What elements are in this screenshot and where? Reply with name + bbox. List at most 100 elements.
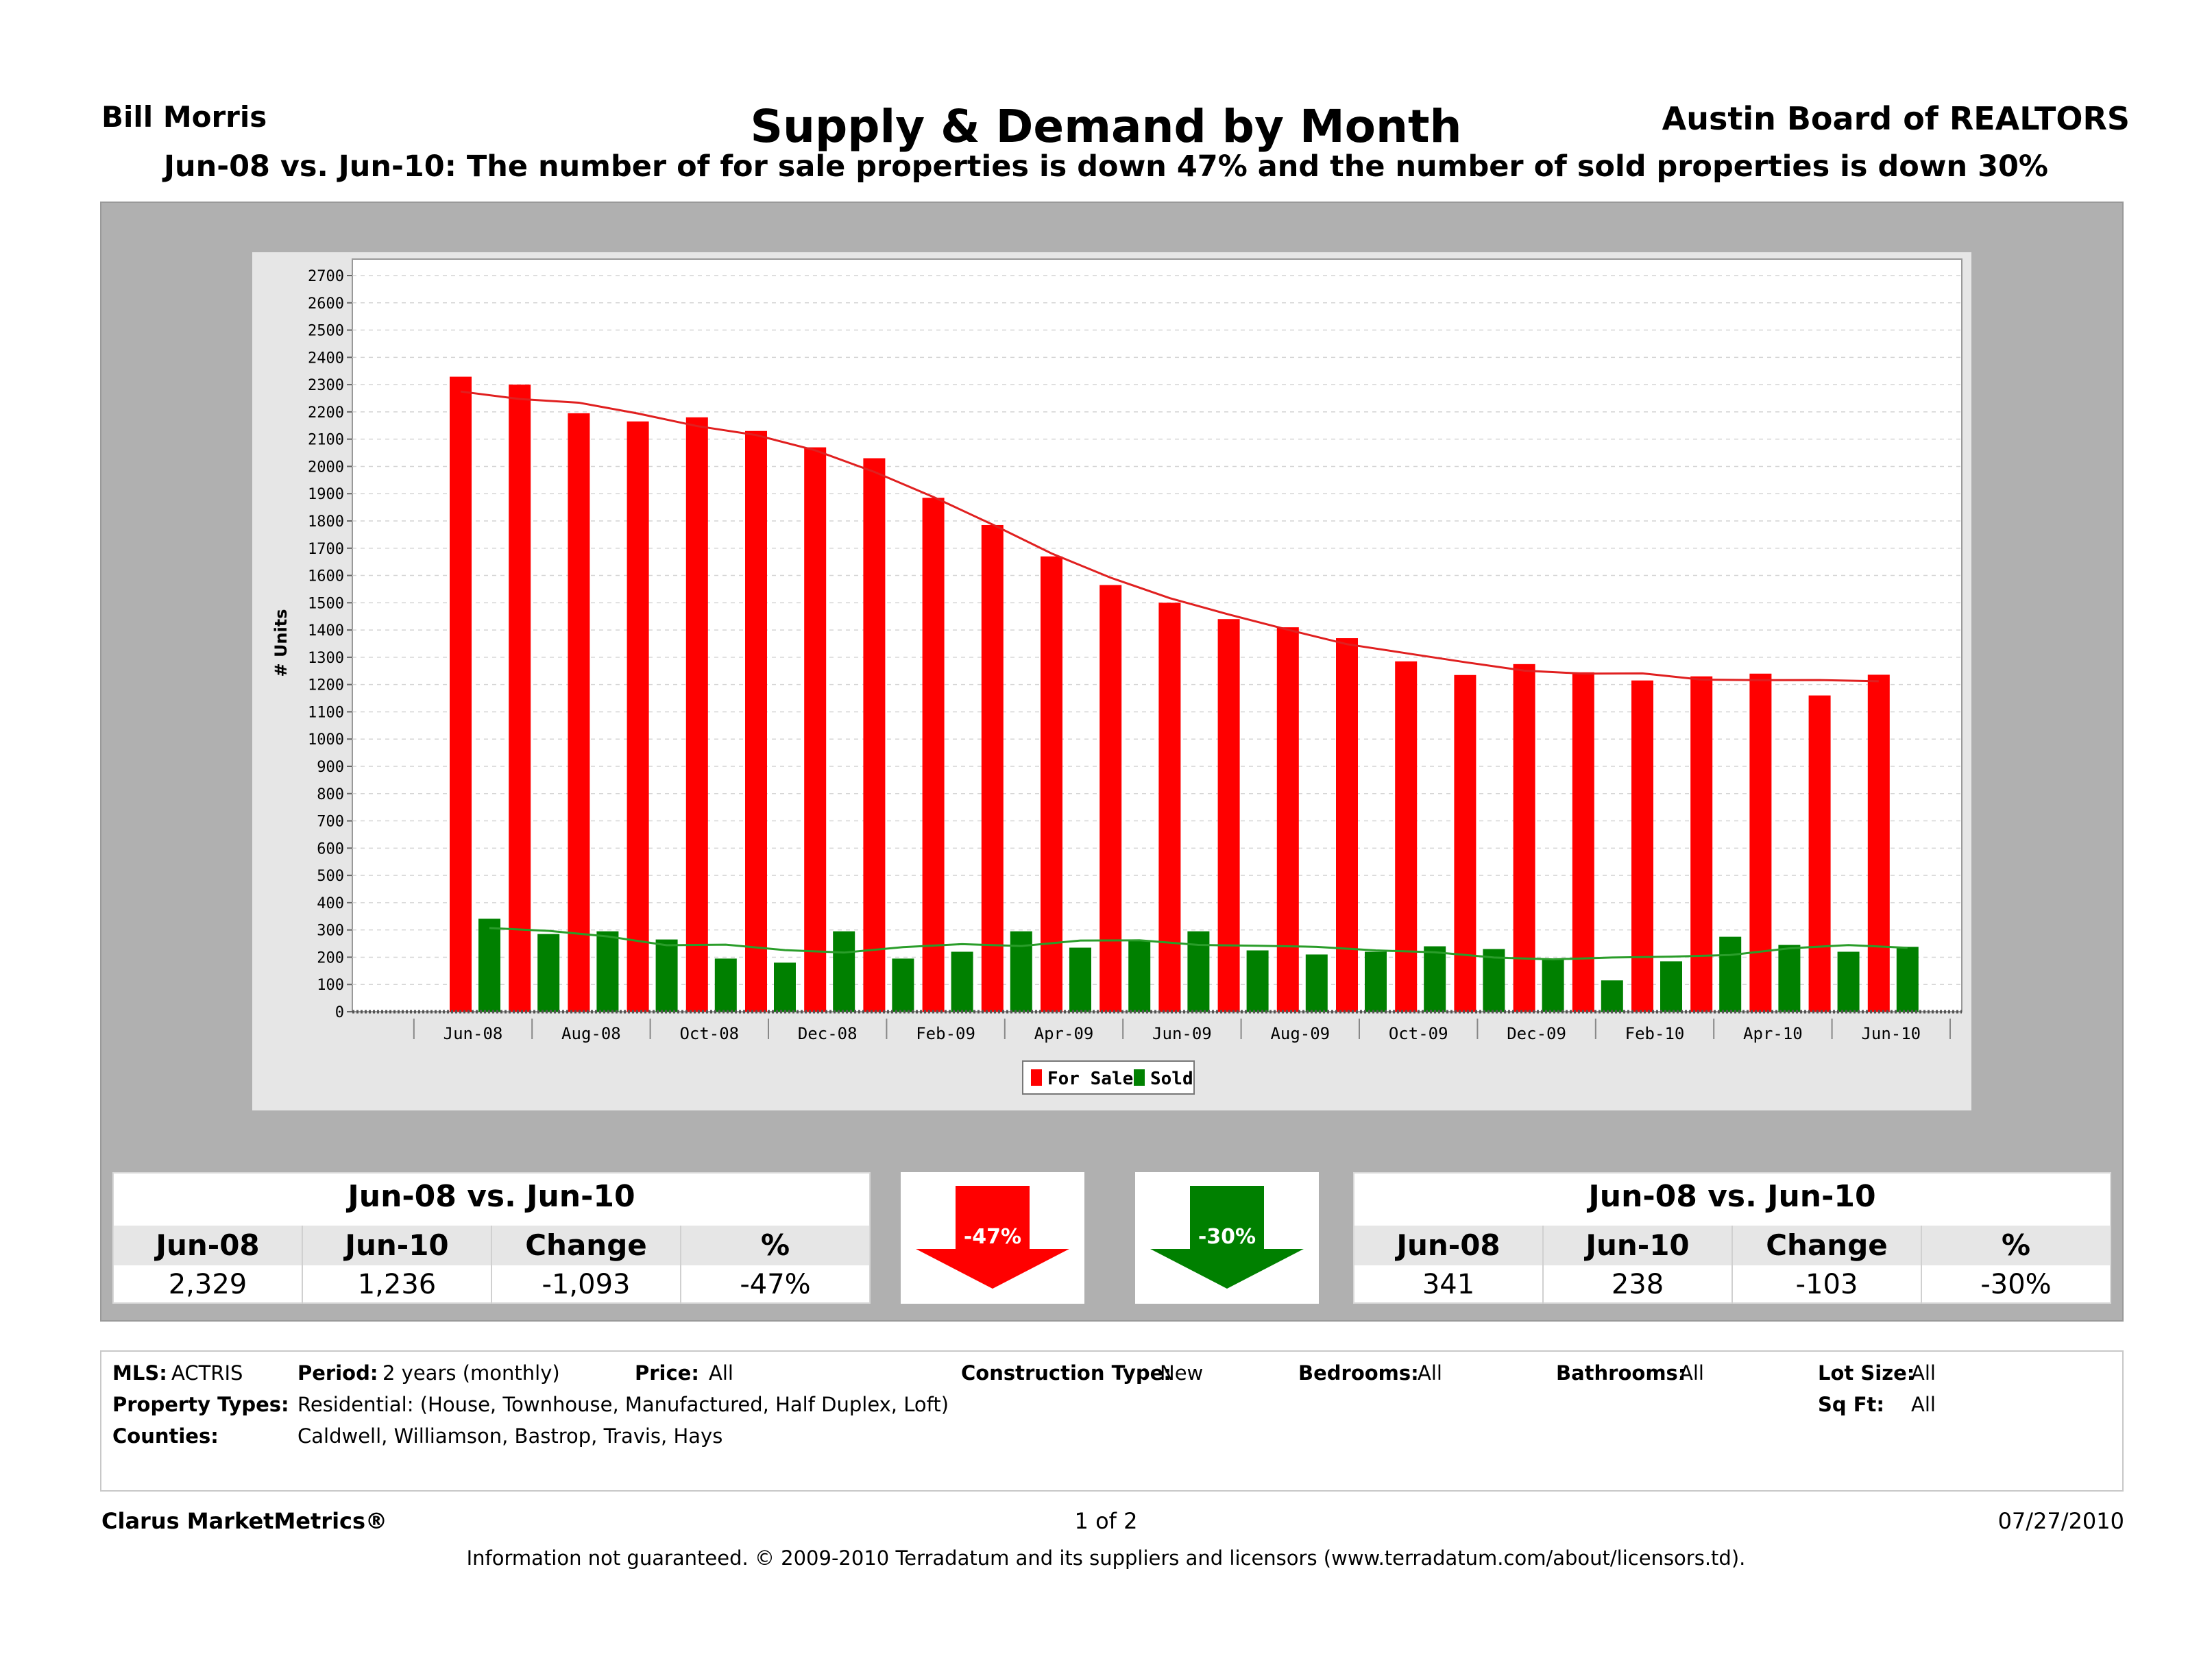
sold-bar xyxy=(655,939,678,1012)
y-tick-label: 1600 xyxy=(308,568,344,585)
down-arrow-icon xyxy=(916,1186,1069,1289)
for-sale-bar xyxy=(1336,638,1358,1012)
bathrooms-label: Bathrooms: xyxy=(1556,1361,1686,1385)
page-number: 1 of 2 xyxy=(1074,1508,1138,1534)
for-sale-bar xyxy=(1041,556,1062,1012)
for-sale-bar xyxy=(922,498,945,1012)
counties-label: Counties: xyxy=(112,1424,219,1448)
y-tick-label: 1800 xyxy=(308,513,344,531)
bathrooms-value: All xyxy=(1679,1361,1704,1385)
down-arrow-icon xyxy=(1150,1186,1304,1289)
sold-bar xyxy=(1128,940,1151,1012)
disclaimer: Information not guaranteed. © 2009-2010 … xyxy=(466,1546,1746,1570)
sold-stats-heading: Jun-08 vs. Jun-10 xyxy=(1588,1179,1876,1214)
for-sale-bar xyxy=(450,376,472,1012)
property-types-value: Residential: (House, Townhouse, Manufact… xyxy=(297,1393,949,1416)
sold-bar xyxy=(1424,946,1446,1012)
sold-bar xyxy=(951,951,973,1012)
x-tick-label: Oct-08 xyxy=(679,1024,739,1043)
y-tick-label: 1400 xyxy=(308,622,344,640)
lot-size-label: Lot Size: xyxy=(1818,1361,1915,1385)
x-tick-label: Feb-09 xyxy=(916,1024,975,1043)
x-tick-label: Oct-09 xyxy=(1389,1024,1448,1043)
sold-bar xyxy=(892,958,914,1012)
sold-val-start: 341 xyxy=(1354,1265,1544,1304)
for-sale-bar xyxy=(1808,695,1831,1012)
for-sale-bar xyxy=(745,430,767,1012)
construction-value: New xyxy=(1160,1361,1204,1385)
y-tick-label: 2600 xyxy=(308,295,344,313)
x-tick-label: Jun-09 xyxy=(1152,1024,1212,1043)
y-tick-label: 1200 xyxy=(308,677,344,694)
for-sale-stats-heading: Jun-08 vs. Jun-10 xyxy=(348,1179,635,1214)
price-value: All xyxy=(709,1361,733,1385)
for-sale-bar xyxy=(1690,676,1713,1012)
for-sale-col-end: Jun-10 xyxy=(303,1226,492,1265)
sold-bar xyxy=(1896,947,1919,1012)
y-tick-label: 2200 xyxy=(308,404,344,422)
mls-value: ACTRIS xyxy=(171,1361,243,1385)
for-sale-bar xyxy=(1395,661,1418,1012)
construction-label: Construction Type: xyxy=(961,1361,1171,1385)
y-tick-label: 100 xyxy=(317,977,344,994)
price-label: Price: xyxy=(635,1361,699,1385)
legend: For Sale Sold xyxy=(1022,1060,1195,1095)
legend-sold-label: Sold xyxy=(1150,1069,1193,1089)
y-tick-label: 1500 xyxy=(308,595,344,612)
for-sale-bar xyxy=(1099,585,1122,1012)
for-sale-bar xyxy=(1217,619,1240,1012)
for-sale-bar xyxy=(863,458,886,1012)
y-tick-label: 700 xyxy=(317,814,344,831)
sold-bar xyxy=(478,919,500,1012)
y-tick-label: 1700 xyxy=(308,541,344,558)
y-tick-label: 2000 xyxy=(308,459,344,476)
sold-bar xyxy=(1601,980,1623,1012)
sold-bar xyxy=(1719,936,1742,1012)
for-sale-col-change: Change xyxy=(492,1226,681,1265)
sold-bar xyxy=(774,962,796,1012)
agent-name: Bill Morris xyxy=(101,100,267,134)
period-value: 2 years (monthly) xyxy=(382,1361,560,1385)
sold-val-pct: -30% xyxy=(1980,1269,2052,1300)
sold-stats: Jun-08 vs. Jun-10 Jun-08 Jun-10 Change %… xyxy=(1353,1172,2111,1304)
sold-bar xyxy=(1246,950,1269,1012)
sold-change-arrow: -30% xyxy=(1135,1172,1319,1304)
y-tick-label: 500 xyxy=(317,868,344,885)
x-tick-label: Aug-09 xyxy=(1270,1024,1330,1043)
x-tick-label: Apr-10 xyxy=(1743,1024,1803,1043)
for-sale-bar xyxy=(1513,664,1535,1012)
for-sale-bar xyxy=(509,385,531,1012)
for-sale-bar xyxy=(804,447,827,1012)
lot-size-value: All xyxy=(1911,1361,1936,1385)
x-tick-label: Dec-09 xyxy=(1507,1024,1566,1043)
sold-bar xyxy=(1660,961,1682,1012)
for-sale-bar xyxy=(1276,627,1299,1012)
y-tick-label: 800 xyxy=(317,786,344,803)
for-sale-val-start: 2,329 xyxy=(114,1265,303,1304)
for-sale-bar xyxy=(1454,674,1476,1012)
sold-bar xyxy=(1305,954,1328,1012)
y-tick-label: 1300 xyxy=(308,650,344,667)
for-sale-trend-line xyxy=(460,390,1879,683)
for-sale-bar xyxy=(1631,680,1653,1012)
y-tick-label: 400 xyxy=(317,895,344,912)
sold-bar xyxy=(1010,931,1032,1012)
legend-box xyxy=(1022,1060,1195,1095)
for-sale-bar xyxy=(568,413,590,1012)
y-tick-label: 900 xyxy=(317,759,344,776)
sqft-value: All xyxy=(1911,1393,1936,1416)
report-date: 07/27/2010 xyxy=(1997,1508,2124,1534)
search-criteria: MLS: ACTRIS Period: 2 years (monthly) Pr… xyxy=(100,1350,2124,1492)
x-tick-label: Apr-09 xyxy=(1034,1024,1094,1043)
supply-demand-chart: 0 100 200 300 400 500 600 700 800 900 1000 1100 1200… xyxy=(271,258,1962,1095)
y-tick-label: 0 xyxy=(335,1004,344,1021)
x-tick-label: Jun-08 xyxy=(443,1024,503,1043)
for-sale-change-arrow: -47% xyxy=(901,1172,1084,1304)
sold-bar xyxy=(1365,951,1387,1012)
for-sale-col-pct: % xyxy=(760,1228,790,1262)
y-axis-label: # Units xyxy=(271,609,291,677)
y-tick-label: 300 xyxy=(317,923,344,940)
for-sale-val-change: -1,093 xyxy=(492,1265,681,1304)
sold-bar xyxy=(833,931,855,1012)
y-tick-label: 1900 xyxy=(308,486,344,503)
